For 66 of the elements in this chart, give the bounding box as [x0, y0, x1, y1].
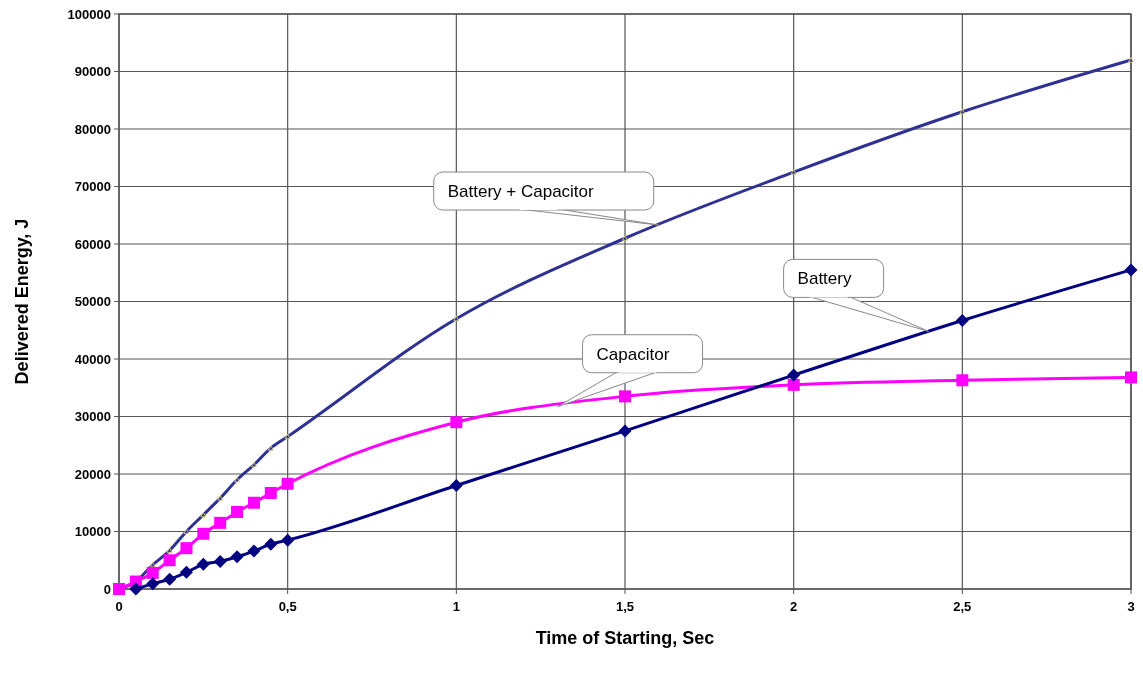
text: Battery [797, 269, 852, 289]
x-tick-label: 1,5 [615, 599, 635, 614]
x-tick-label: 2,5 [953, 599, 972, 614]
point [214, 516, 227, 529]
point [197, 527, 210, 540]
point [200, 511, 207, 518]
y-tick-label: 60000 [74, 236, 111, 252]
point [247, 544, 261, 558]
x-tick-label: 1 [452, 599, 460, 614]
y-axis-title: Delivered Energy, J [12, 218, 32, 385]
point [618, 424, 632, 438]
y-tick-label: 40000 [74, 351, 111, 367]
y-tick-label: 80000 [74, 121, 111, 137]
point [450, 416, 463, 429]
text: Battery + Capacitor [447, 181, 595, 201]
y-tick-label: 70000 [74, 179, 111, 195]
point [129, 582, 143, 596]
x-tick-label: 0 [115, 599, 123, 614]
point [179, 565, 193, 579]
y-tick-label: 50000 [74, 294, 111, 310]
point [166, 547, 173, 553]
point [146, 577, 160, 591]
point [284, 433, 291, 440]
point [619, 390, 631, 403]
point [163, 572, 177, 586]
y-tick-label: 90000 [74, 64, 111, 80]
x-tick-label: 0,5 [278, 599, 297, 614]
point [281, 533, 295, 547]
y-tick-label: 0 [103, 581, 111, 597]
point [146, 566, 159, 579]
point [196, 557, 210, 571]
x-axis-title: Time of Starting, Sec [535, 628, 715, 648]
point [1124, 263, 1138, 277]
y-tick-label: 20000 [74, 466, 111, 482]
point [956, 374, 969, 387]
series-label: Capacitor [596, 344, 670, 364]
point [149, 561, 156, 568]
point [251, 461, 257, 468]
point [183, 528, 190, 534]
x-tick-label: 2 [790, 599, 798, 614]
point [453, 315, 460, 322]
point [787, 368, 801, 382]
point [267, 445, 274, 451]
point [163, 554, 176, 567]
point [955, 313, 969, 327]
point [790, 169, 797, 175]
point [449, 479, 463, 492]
point [264, 486, 277, 499]
point [787, 378, 800, 391]
point [1125, 371, 1137, 384]
point [217, 495, 224, 501]
point [247, 496, 260, 509]
point [180, 542, 193, 555]
x-tick-label: 3 [1127, 599, 1135, 614]
y-tick-label: 10000 [74, 524, 111, 540]
point [959, 108, 966, 115]
point [213, 554, 227, 568]
point [622, 235, 628, 241]
point [264, 537, 278, 551]
point [1128, 57, 1134, 63]
y-tick-label: 30000 [74, 409, 111, 425]
y-tick-label: 100000 [67, 6, 111, 22]
point [231, 505, 244, 518]
point [234, 476, 240, 483]
point [230, 550, 244, 564]
point [281, 477, 294, 490]
